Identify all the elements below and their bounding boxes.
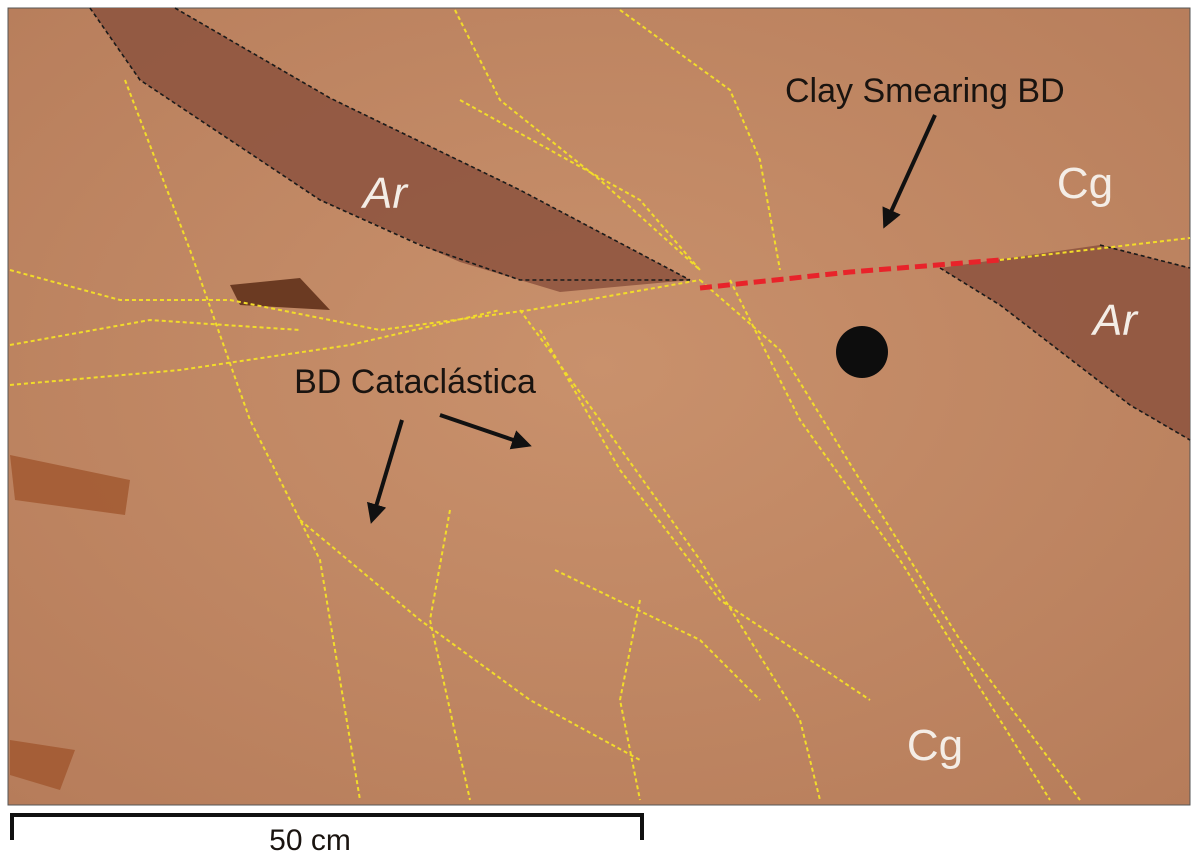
label-ar: Ar — [360, 169, 409, 218]
label-ar: Ar — [1090, 296, 1139, 345]
deformation-bands — [9, 9, 1191, 801]
label-clay-smearing: Clay Smearing BD — [785, 72, 1065, 110]
scale-label: 50 cm — [269, 824, 351, 856]
photo — [7, 7, 1191, 806]
label-cg: Cg — [1057, 159, 1113, 208]
scale-bar — [10, 813, 644, 840]
label-cg: Cg — [907, 721, 963, 770]
boundaries — [89, 7, 1191, 441]
clay-smearing-band — [699, 257, 1001, 291]
arrows — [367, 114, 937, 524]
label-cataclastica: BD Cataclástica — [294, 363, 536, 401]
